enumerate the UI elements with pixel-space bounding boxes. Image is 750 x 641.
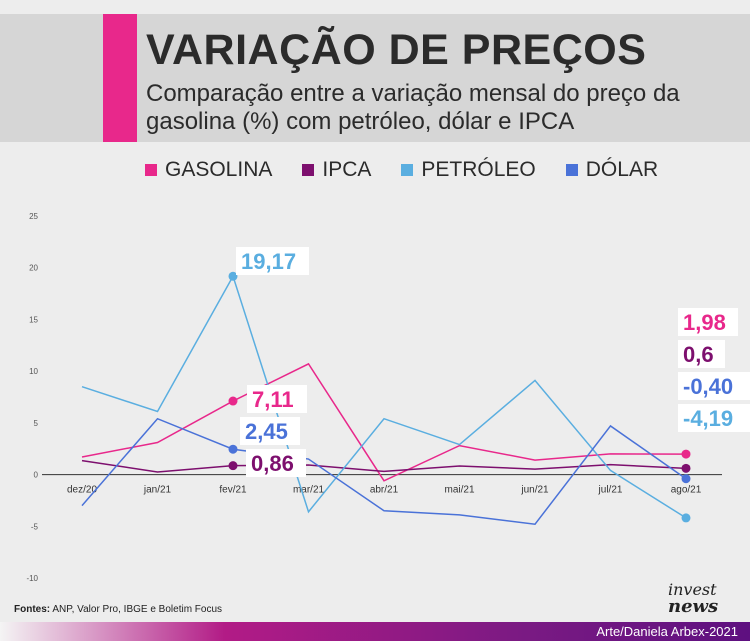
data-marker [228, 444, 238, 454]
source-note: Fontes: ANP, Valor Pro, IBGE e Boletim F… [14, 604, 222, 615]
series-line-gasolina [81, 362, 687, 482]
legend-label-gasolina: GASOLINA [165, 158, 273, 181]
x-tick-label: jan/21 [143, 485, 172, 496]
data-label-box [678, 308, 738, 336]
data-label-box [247, 385, 307, 413]
y-tick-label: 10 [29, 367, 38, 376]
data-label: 2,45 [245, 419, 288, 444]
data-label: 7,11 [252, 387, 294, 412]
series-line-dólar [81, 417, 687, 526]
legend-label-ipca: IPCA [322, 158, 372, 181]
data-label-box [678, 404, 750, 432]
x-tick-label: abr/21 [370, 485, 399, 496]
x-tick-label: jul/21 [598, 485, 623, 496]
logo-bottom-text: news [668, 596, 719, 617]
data-label-box [240, 417, 300, 445]
x-tick-label: mar/21 [293, 485, 325, 496]
legend-label-petroleo: PETRÓLEO [421, 158, 536, 181]
y-tick-label: 25 [29, 212, 38, 221]
data-label: 19,17 [241, 249, 296, 274]
legend: GASOLINA IPCA PETRÓLEO DÓLAR [145, 158, 658, 182]
data-label: -4,19 [683, 406, 733, 431]
legend-swatch-ipca [302, 164, 315, 176]
legend-swatch-petroleo [401, 164, 414, 176]
chart-subtitle: Comparação entre a variação mensal do pr… [146, 80, 680, 135]
data-label: -0,40 [683, 374, 733, 399]
series-line-ipca [81, 459, 687, 473]
data-marker [228, 271, 238, 281]
y-tick-label: 15 [29, 315, 38, 324]
credit-text: Arte/Daniela Arbex-2021 [596, 624, 738, 639]
source-text: ANP, Valor Pro, IBGE e Boletim Focus [50, 604, 223, 615]
legend-item-ipca: IPCA [302, 158, 371, 182]
y-tick-label: 0 [34, 471, 39, 480]
x-tick-label: dez/20 [67, 485, 97, 496]
accent-bar [103, 14, 137, 142]
y-tick-label: 5 [34, 419, 39, 428]
data-label: 0,86 [251, 451, 294, 476]
x-tick-label: fev/21 [219, 485, 247, 496]
data-marker [681, 513, 691, 523]
legend-swatch-gasolina [145, 164, 157, 176]
series-line-petróleo [81, 274, 687, 519]
data-label: 1,98 [683, 310, 726, 335]
investnews-logo: invest news [668, 582, 740, 616]
data-marker [681, 463, 691, 473]
data-label-box [236, 247, 309, 275]
chart-title: VARIAÇÃO DE PREÇOS [146, 26, 647, 74]
legend-item-gasolina: GASOLINA [145, 158, 272, 182]
legend-label-dolar: DÓLAR [585, 158, 659, 181]
footer-band: Arte/Daniela Arbex-2021 [0, 622, 750, 641]
data-label: 0,6 [683, 342, 714, 367]
legend-swatch-dolar [565, 164, 578, 176]
data-marker [228, 396, 238, 406]
legend-item-petroleo: PETRÓLEO [401, 158, 536, 182]
data-label-box [678, 372, 750, 400]
logo-top-text: invest [668, 580, 717, 599]
x-tick-label: jun/21 [520, 485, 549, 496]
y-tick-label: -5 [31, 522, 39, 531]
data-marker [681, 474, 691, 484]
legend-item-dolar: DÓLAR [565, 158, 659, 182]
data-label-box [246, 449, 306, 477]
data-marker [228, 461, 238, 471]
source-label: Fontes: [14, 604, 51, 615]
data-label-box [678, 340, 725, 368]
x-tick-label: mai/21 [444, 485, 474, 496]
x-tick-label: ago/21 [671, 485, 702, 496]
data-marker [681, 449, 691, 459]
y-tick-label: -10 [26, 574, 38, 583]
y-tick-label: 20 [29, 264, 38, 273]
